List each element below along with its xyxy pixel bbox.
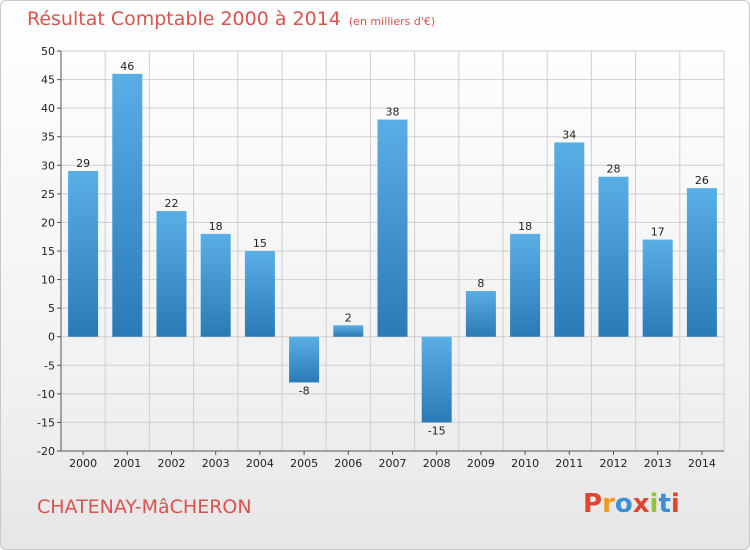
y-tick-label: -15	[37, 416, 55, 429]
bar-2009	[465, 291, 496, 337]
value-label-2008: -15	[428, 424, 446, 437]
x-tick-label-2008: 2008	[423, 457, 451, 470]
bar-2007	[377, 119, 408, 337]
y-tick-label: -10	[37, 388, 55, 401]
x-tick-label-2002: 2002	[158, 457, 186, 470]
x-tick-label-2001: 2001	[113, 457, 141, 470]
bar-2010	[510, 233, 541, 337]
logo-letter: P	[583, 489, 603, 519]
y-tick-label: 25	[41, 188, 55, 201]
bars-layer: 29 46 22 18 15 -8 2 38 -15 8 18 34 28 17 26	[68, 60, 717, 437]
value-label-2007: 38	[386, 106, 400, 119]
y-tick-label: 35	[41, 131, 55, 144]
value-label-2002: 22	[165, 197, 179, 210]
bar-2003	[200, 233, 231, 337]
value-label-2010: 18	[518, 220, 532, 233]
chart-subtitle: (en milliers d'€)	[348, 15, 436, 28]
bar-2006	[333, 325, 364, 337]
bar-2000	[68, 171, 99, 337]
x-tick-label-2012: 2012	[600, 457, 628, 470]
logo-letter: r	[602, 489, 615, 519]
proxiti-logo: Proxiti	[583, 489, 680, 519]
logo-letter: x	[632, 489, 650, 519]
y-tick-label: -5	[44, 359, 55, 372]
x-tick-label-2014: 2014	[688, 457, 716, 470]
value-label-2013: 17	[651, 226, 665, 239]
y-tick-label: -20	[37, 445, 55, 458]
chart-title-text: Résultat Comptable 2000 à 2014	[27, 8, 341, 30]
x-tick-label-2011: 2011	[555, 457, 583, 470]
x-tick-label-2013: 2013	[644, 457, 672, 470]
bar-2012	[598, 176, 629, 337]
x-tick-label-2005: 2005	[290, 457, 318, 470]
bar-2004	[244, 251, 275, 337]
bar-2002	[156, 211, 187, 337]
y-tick-label: 30	[41, 159, 55, 172]
y-tick-label: 5	[48, 302, 55, 315]
x-tick-label-2003: 2003	[202, 457, 230, 470]
value-label-2014: 26	[695, 174, 709, 187]
x-tick-label-2000: 2000	[69, 457, 97, 470]
chart-title: Résultat Comptable 2000 à 2014 (en millie…	[27, 8, 435, 30]
axis-layer: -20 -15 -10 -5 0 5 10 15 20 25 30 35 40 45 50 2000 2001 2…	[37, 45, 724, 470]
logo-letter: i	[649, 489, 659, 519]
value-label-2005: -8	[299, 384, 310, 397]
bar-2013	[642, 239, 673, 337]
value-label-2006: 2	[345, 311, 352, 324]
value-label-2000: 29	[76, 157, 90, 170]
bar-2005	[289, 336, 320, 383]
x-tick-label-2009: 2009	[467, 457, 495, 470]
y-tick-label: 15	[41, 245, 55, 258]
x-tick-label-2006: 2006	[334, 457, 362, 470]
x-tick-label-2004: 2004	[246, 457, 274, 470]
value-label-2004: 15	[253, 237, 267, 250]
x-tick-label-2010: 2010	[511, 457, 539, 470]
logo-letter: o	[614, 489, 633, 519]
y-tick-label: 20	[41, 216, 55, 229]
bar-2014	[686, 188, 717, 337]
bar-2011	[554, 142, 585, 337]
y-tick-label: 0	[48, 331, 55, 344]
bar-2008	[421, 336, 452, 423]
value-label-2009: 8	[477, 277, 484, 290]
value-label-2012: 28	[607, 163, 621, 176]
y-tick-label: 10	[41, 274, 55, 287]
x-tick-label-2007: 2007	[379, 457, 407, 470]
y-tick-label: 40	[41, 102, 55, 115]
logo-letter: t	[658, 489, 671, 519]
commune-name: CHATENAY-MâCHERON	[37, 496, 252, 518]
logo-letter: i	[670, 489, 680, 519]
value-label-2011: 34	[562, 128, 576, 141]
value-label-2001: 46	[120, 60, 134, 73]
bar-2001	[112, 73, 143, 337]
y-tick-label: 45	[41, 74, 55, 87]
y-tick-label: 50	[41, 45, 55, 58]
value-label-2003: 18	[209, 220, 223, 233]
